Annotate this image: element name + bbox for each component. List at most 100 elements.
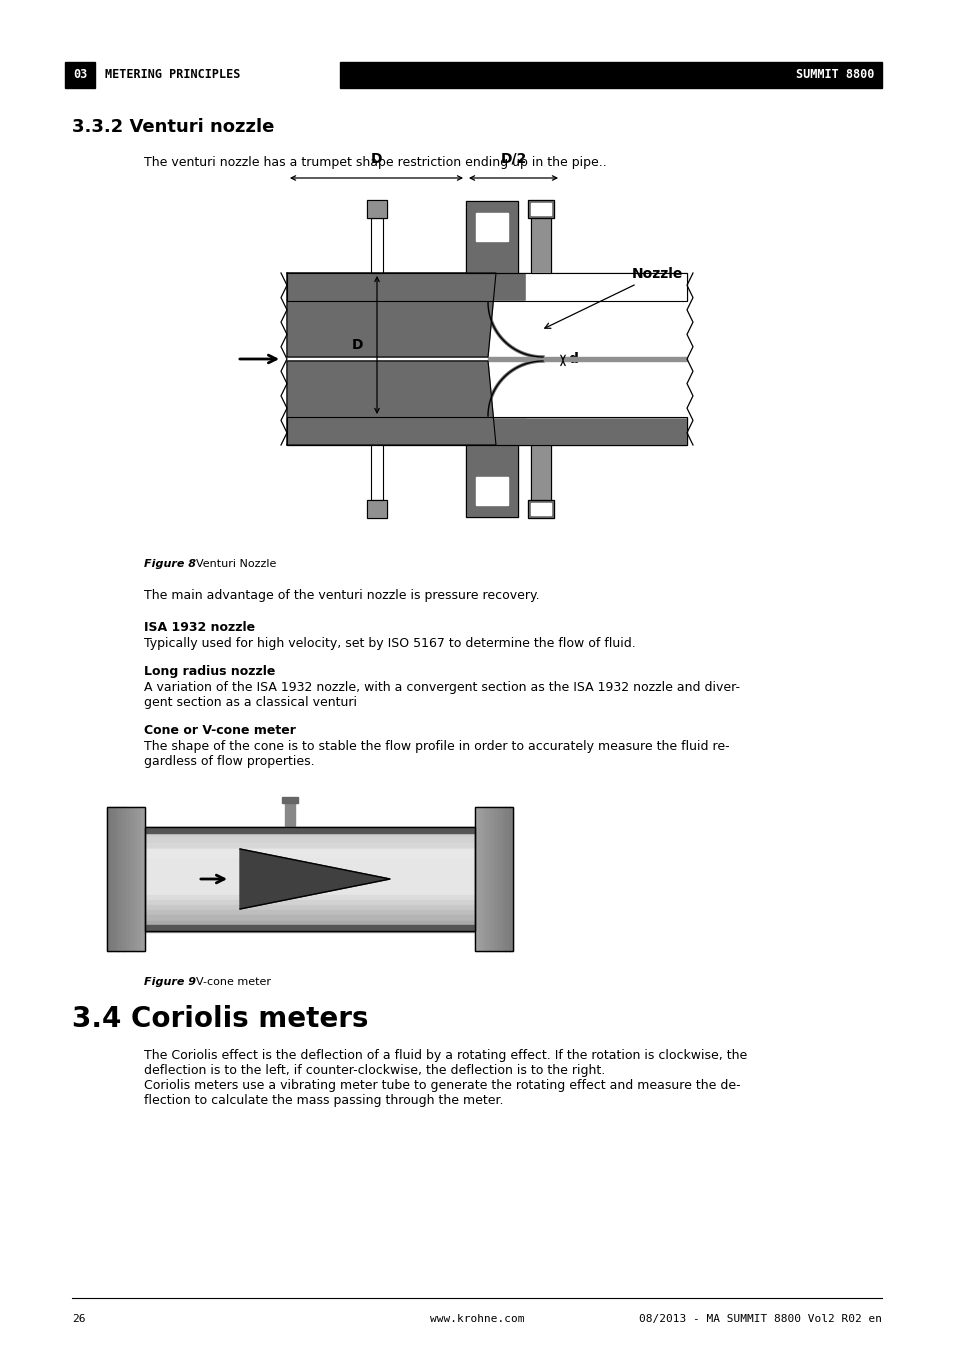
- Bar: [525, 360, 686, 417]
- Bar: [145, 849, 475, 857]
- Text: SUMMIT 8800: SUMMIT 8800: [795, 69, 873, 81]
- Bar: [118, 807, 123, 950]
- Text: 26: 26: [71, 1314, 86, 1324]
- Bar: [490, 807, 494, 950]
- Bar: [145, 868, 475, 875]
- Bar: [482, 807, 486, 950]
- Text: Nozzle: Nozzle: [544, 267, 682, 328]
- Text: The Coriolis effect is the deflection of a fluid by a rotating effect. If the ro: The Coriolis effect is the deflection of…: [144, 1049, 746, 1062]
- Text: Figure 8: Figure 8: [144, 559, 195, 568]
- Bar: [501, 807, 505, 950]
- Text: www.krohne.com: www.krohne.com: [429, 1314, 524, 1324]
- Text: gardless of flow properties.: gardless of flow properties.: [144, 755, 314, 768]
- Bar: [371, 446, 382, 500]
- Text: Typically used for high velocity, set by ISO 5167 to determine the flow of fluid: Typically used for high velocity, set by…: [144, 637, 635, 649]
- Bar: [531, 504, 551, 514]
- Polygon shape: [240, 849, 390, 909]
- Text: Figure 9: Figure 9: [144, 977, 195, 987]
- Bar: [145, 921, 475, 926]
- Bar: [145, 895, 475, 900]
- Bar: [114, 807, 119, 950]
- Text: flection to calculate the mass passing through the meter.: flection to calculate the mass passing t…: [144, 1094, 503, 1107]
- Text: Venturi Nozzle: Venturi Nozzle: [195, 559, 276, 568]
- Bar: [497, 807, 501, 950]
- Bar: [527, 500, 554, 518]
- Bar: [531, 446, 551, 500]
- Text: deflection is to the left, if counter-clockwise, the deflection is to the right.: deflection is to the left, if counter-cl…: [144, 1064, 604, 1077]
- Text: Coriolis meters use a vibrating meter tube to generate the rotating effect and m: Coriolis meters use a vibrating meter tu…: [144, 1079, 740, 1092]
- Bar: [145, 910, 475, 915]
- Bar: [130, 807, 134, 950]
- Bar: [133, 807, 138, 950]
- Bar: [476, 213, 507, 242]
- Bar: [122, 807, 127, 950]
- Text: D/2: D/2: [499, 153, 526, 166]
- Bar: [527, 200, 554, 217]
- Text: 3.4 Coriolis meters: 3.4 Coriolis meters: [71, 1004, 368, 1033]
- Text: ISA 1932 nozzle: ISA 1932 nozzle: [144, 621, 254, 634]
- Bar: [145, 873, 475, 879]
- Text: The venturi nozzle has a trumpet shape restriction ending up in the pipe..: The venturi nozzle has a trumpet shape r…: [144, 157, 606, 169]
- Bar: [137, 807, 142, 950]
- Bar: [475, 807, 513, 950]
- Bar: [531, 446, 551, 500]
- Bar: [465, 446, 517, 517]
- Text: The shape of the cone is to stable the flow profile in order to accurately measu: The shape of the cone is to stable the f…: [144, 740, 729, 753]
- Text: METERING PRINCIPLES: METERING PRINCIPLES: [105, 69, 240, 81]
- Bar: [145, 828, 475, 833]
- Bar: [505, 807, 509, 950]
- Bar: [525, 273, 686, 359]
- Bar: [145, 853, 475, 859]
- Bar: [465, 446, 517, 517]
- Bar: [371, 446, 382, 500]
- Bar: [525, 356, 686, 360]
- Text: 3.3.2 Venturi nozzle: 3.3.2 Venturi nozzle: [71, 117, 274, 136]
- Bar: [371, 217, 382, 273]
- Bar: [282, 796, 297, 803]
- Bar: [367, 200, 387, 217]
- Bar: [527, 200, 554, 217]
- Bar: [475, 807, 478, 950]
- Bar: [371, 217, 382, 273]
- Bar: [145, 879, 475, 884]
- Polygon shape: [287, 360, 496, 446]
- Text: Cone or V-cone meter: Cone or V-cone meter: [144, 724, 295, 737]
- Bar: [285, 801, 294, 828]
- Text: D: D: [371, 153, 382, 166]
- Bar: [65, 62, 95, 88]
- Text: 08/2013 - MA SUMMIT 8800 Vol2 R02 en: 08/2013 - MA SUMMIT 8800 Vol2 R02 en: [639, 1314, 882, 1324]
- Bar: [509, 807, 513, 950]
- Bar: [465, 201, 517, 273]
- Bar: [145, 859, 475, 864]
- Bar: [145, 864, 475, 869]
- Bar: [287, 301, 686, 417]
- Bar: [367, 500, 387, 518]
- Bar: [531, 217, 551, 273]
- Bar: [145, 915, 475, 921]
- Text: D: D: [351, 338, 363, 352]
- Bar: [111, 807, 115, 950]
- Bar: [145, 848, 475, 853]
- Bar: [287, 417, 686, 446]
- Bar: [145, 900, 475, 906]
- Bar: [145, 832, 475, 838]
- Bar: [287, 273, 686, 301]
- Bar: [486, 807, 490, 950]
- Bar: [531, 217, 551, 273]
- Bar: [476, 477, 507, 505]
- Text: d: d: [567, 352, 578, 366]
- Bar: [287, 273, 686, 301]
- Bar: [145, 890, 475, 895]
- Bar: [145, 925, 475, 932]
- Text: V-cone meter: V-cone meter: [195, 977, 271, 987]
- Polygon shape: [287, 273, 496, 356]
- Bar: [145, 904, 475, 911]
- Bar: [145, 842, 475, 848]
- Bar: [339, 62, 882, 88]
- Bar: [145, 884, 475, 890]
- Bar: [494, 807, 497, 950]
- Bar: [145, 926, 475, 931]
- Bar: [107, 807, 112, 950]
- Text: A variation of the ISA 1932 nozzle, with a convergent section as the ISA 1932 no: A variation of the ISA 1932 nozzle, with…: [144, 680, 740, 694]
- Text: gent section as a classical venturi: gent section as a classical venturi: [144, 697, 356, 709]
